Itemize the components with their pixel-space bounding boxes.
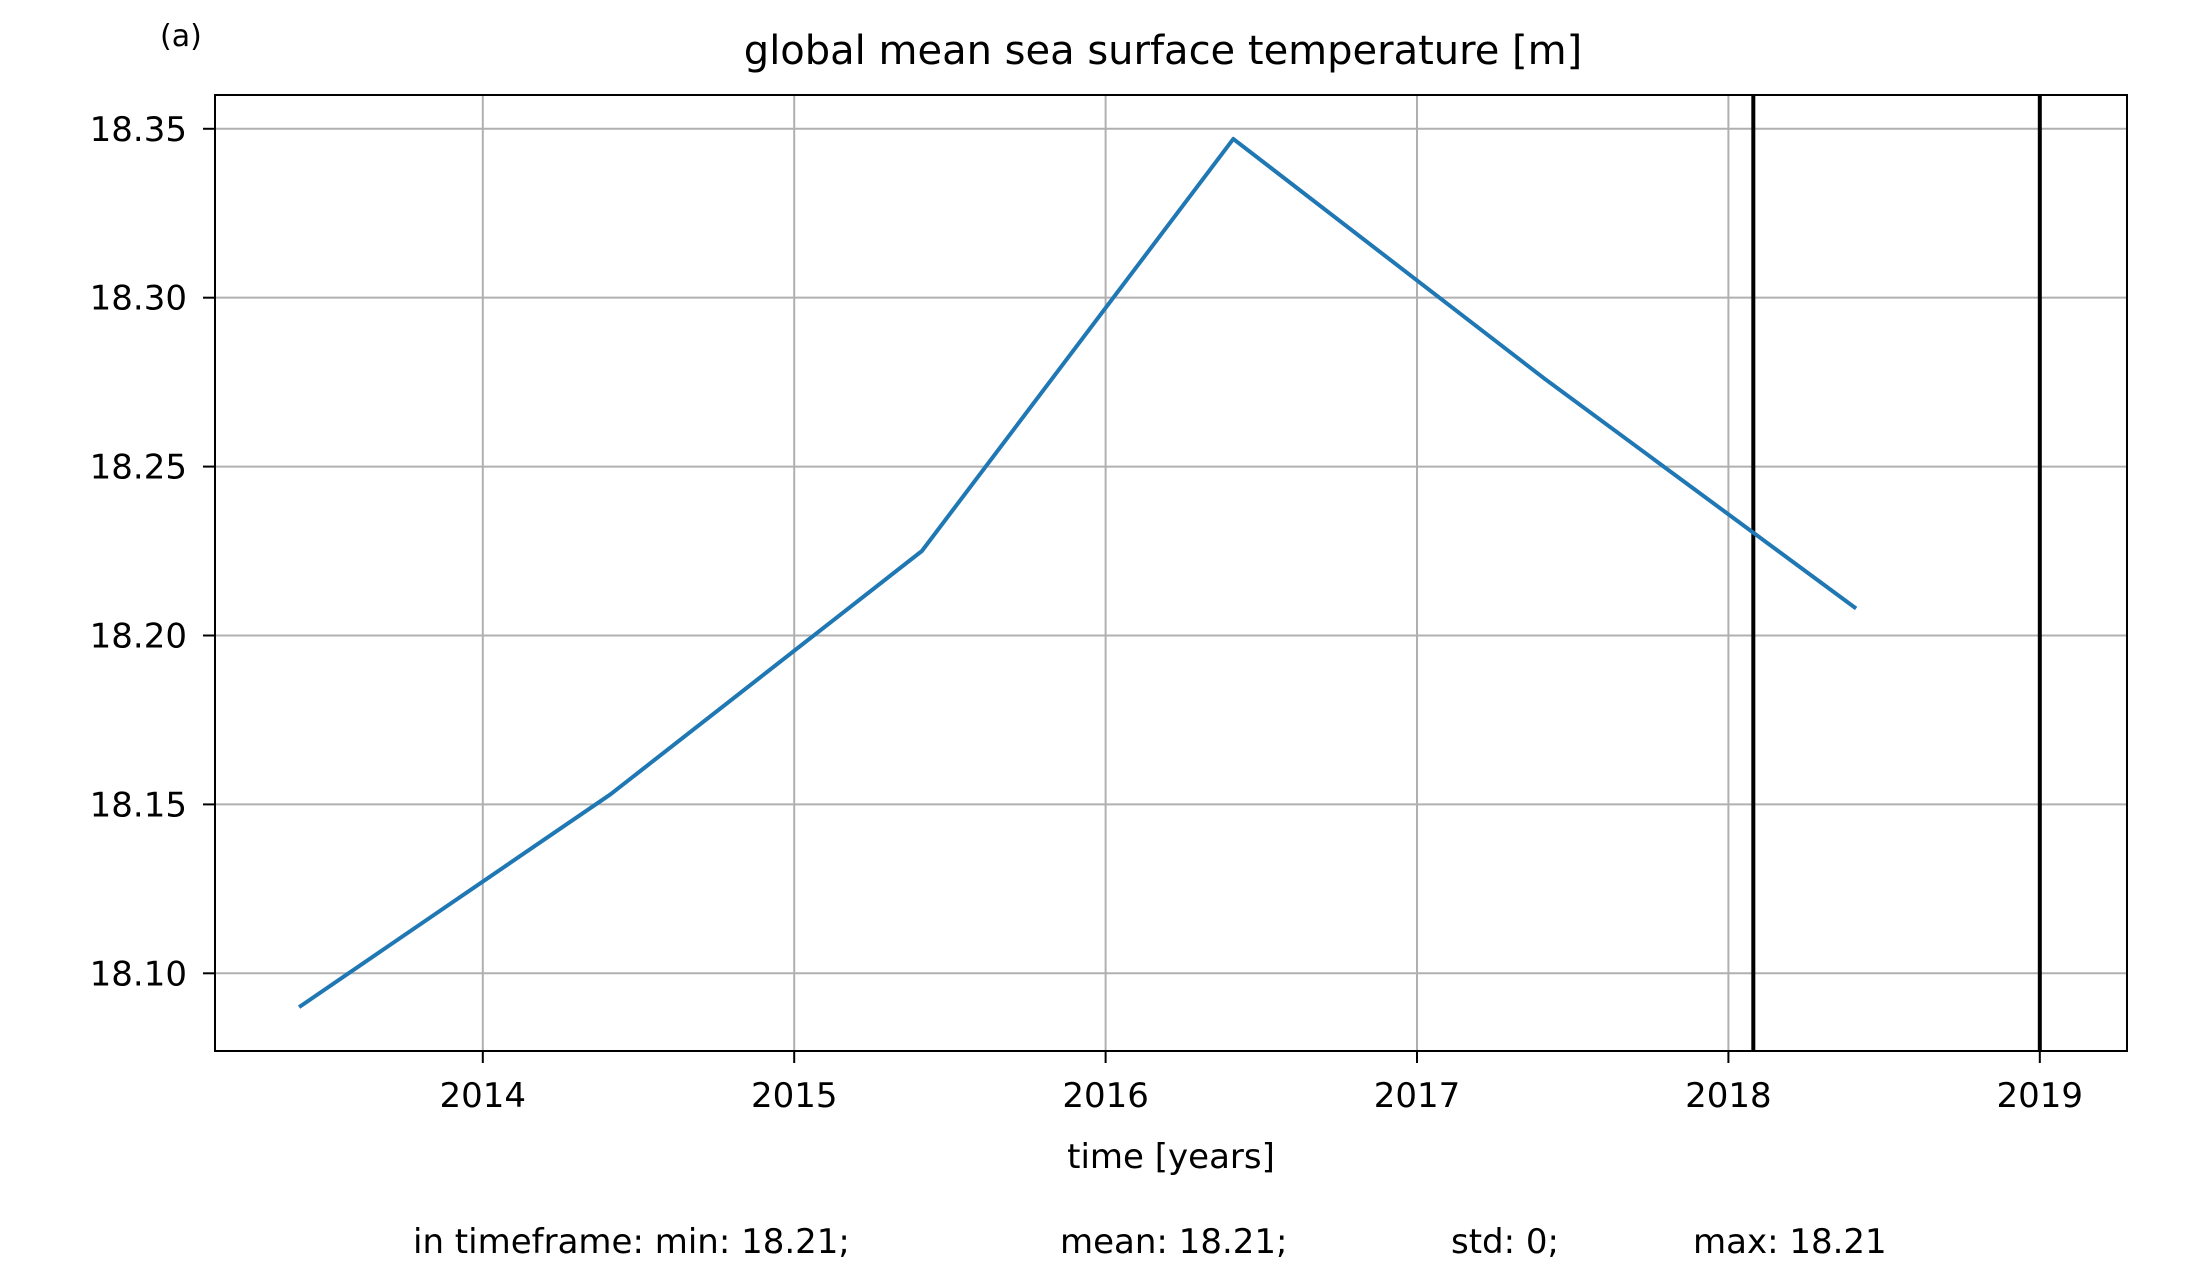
y-tick-label: 18.25 (90, 448, 187, 488)
x-axis-label: time [years] (1067, 1137, 1275, 1177)
footer-min: in timeframe: min: 18.21; (413, 1222, 850, 1262)
footer-mean: mean: 18.21; (1060, 1222, 1287, 1262)
axis-ticks: 2014 2015 2016 2017 2018 2019 18.10 18.15 18.20 1… (90, 110, 2083, 1116)
vertical-marker-lines (1751, 95, 2042, 1051)
x-tick-label: 2016 (1062, 1076, 1149, 1116)
chart-title: global mean sea surface temperature [m] (744, 28, 1582, 74)
series-line (297, 136, 1858, 1009)
grid (215, 95, 2127, 1051)
y-tick-label: 18.10 (90, 954, 187, 994)
x-tick-label: 2019 (1997, 1076, 2084, 1116)
y-tick-label: 18.30 (90, 279, 187, 319)
x-tick-label: 2017 (1374, 1076, 1461, 1116)
series (297, 136, 1858, 1009)
footer-stats: in timeframe: min: 18.21; mean: 18.21; s… (413, 1222, 1887, 1262)
y-tick-label: 18.20 (90, 616, 187, 656)
x-tick-label: 2018 (1685, 1076, 1772, 1116)
x-tick-label: 2014 (440, 1076, 527, 1116)
panel-label: (a) (160, 19, 202, 54)
x-tick-label: 2015 (751, 1076, 838, 1116)
y-tick-label: 18.15 (90, 785, 187, 825)
y-tick-label: 18.35 (90, 110, 187, 150)
plot-frame (214, 94, 2128, 1052)
footer-std: std: 0; (1451, 1222, 1559, 1262)
footer-max: max: 18.21 (1693, 1222, 1887, 1262)
